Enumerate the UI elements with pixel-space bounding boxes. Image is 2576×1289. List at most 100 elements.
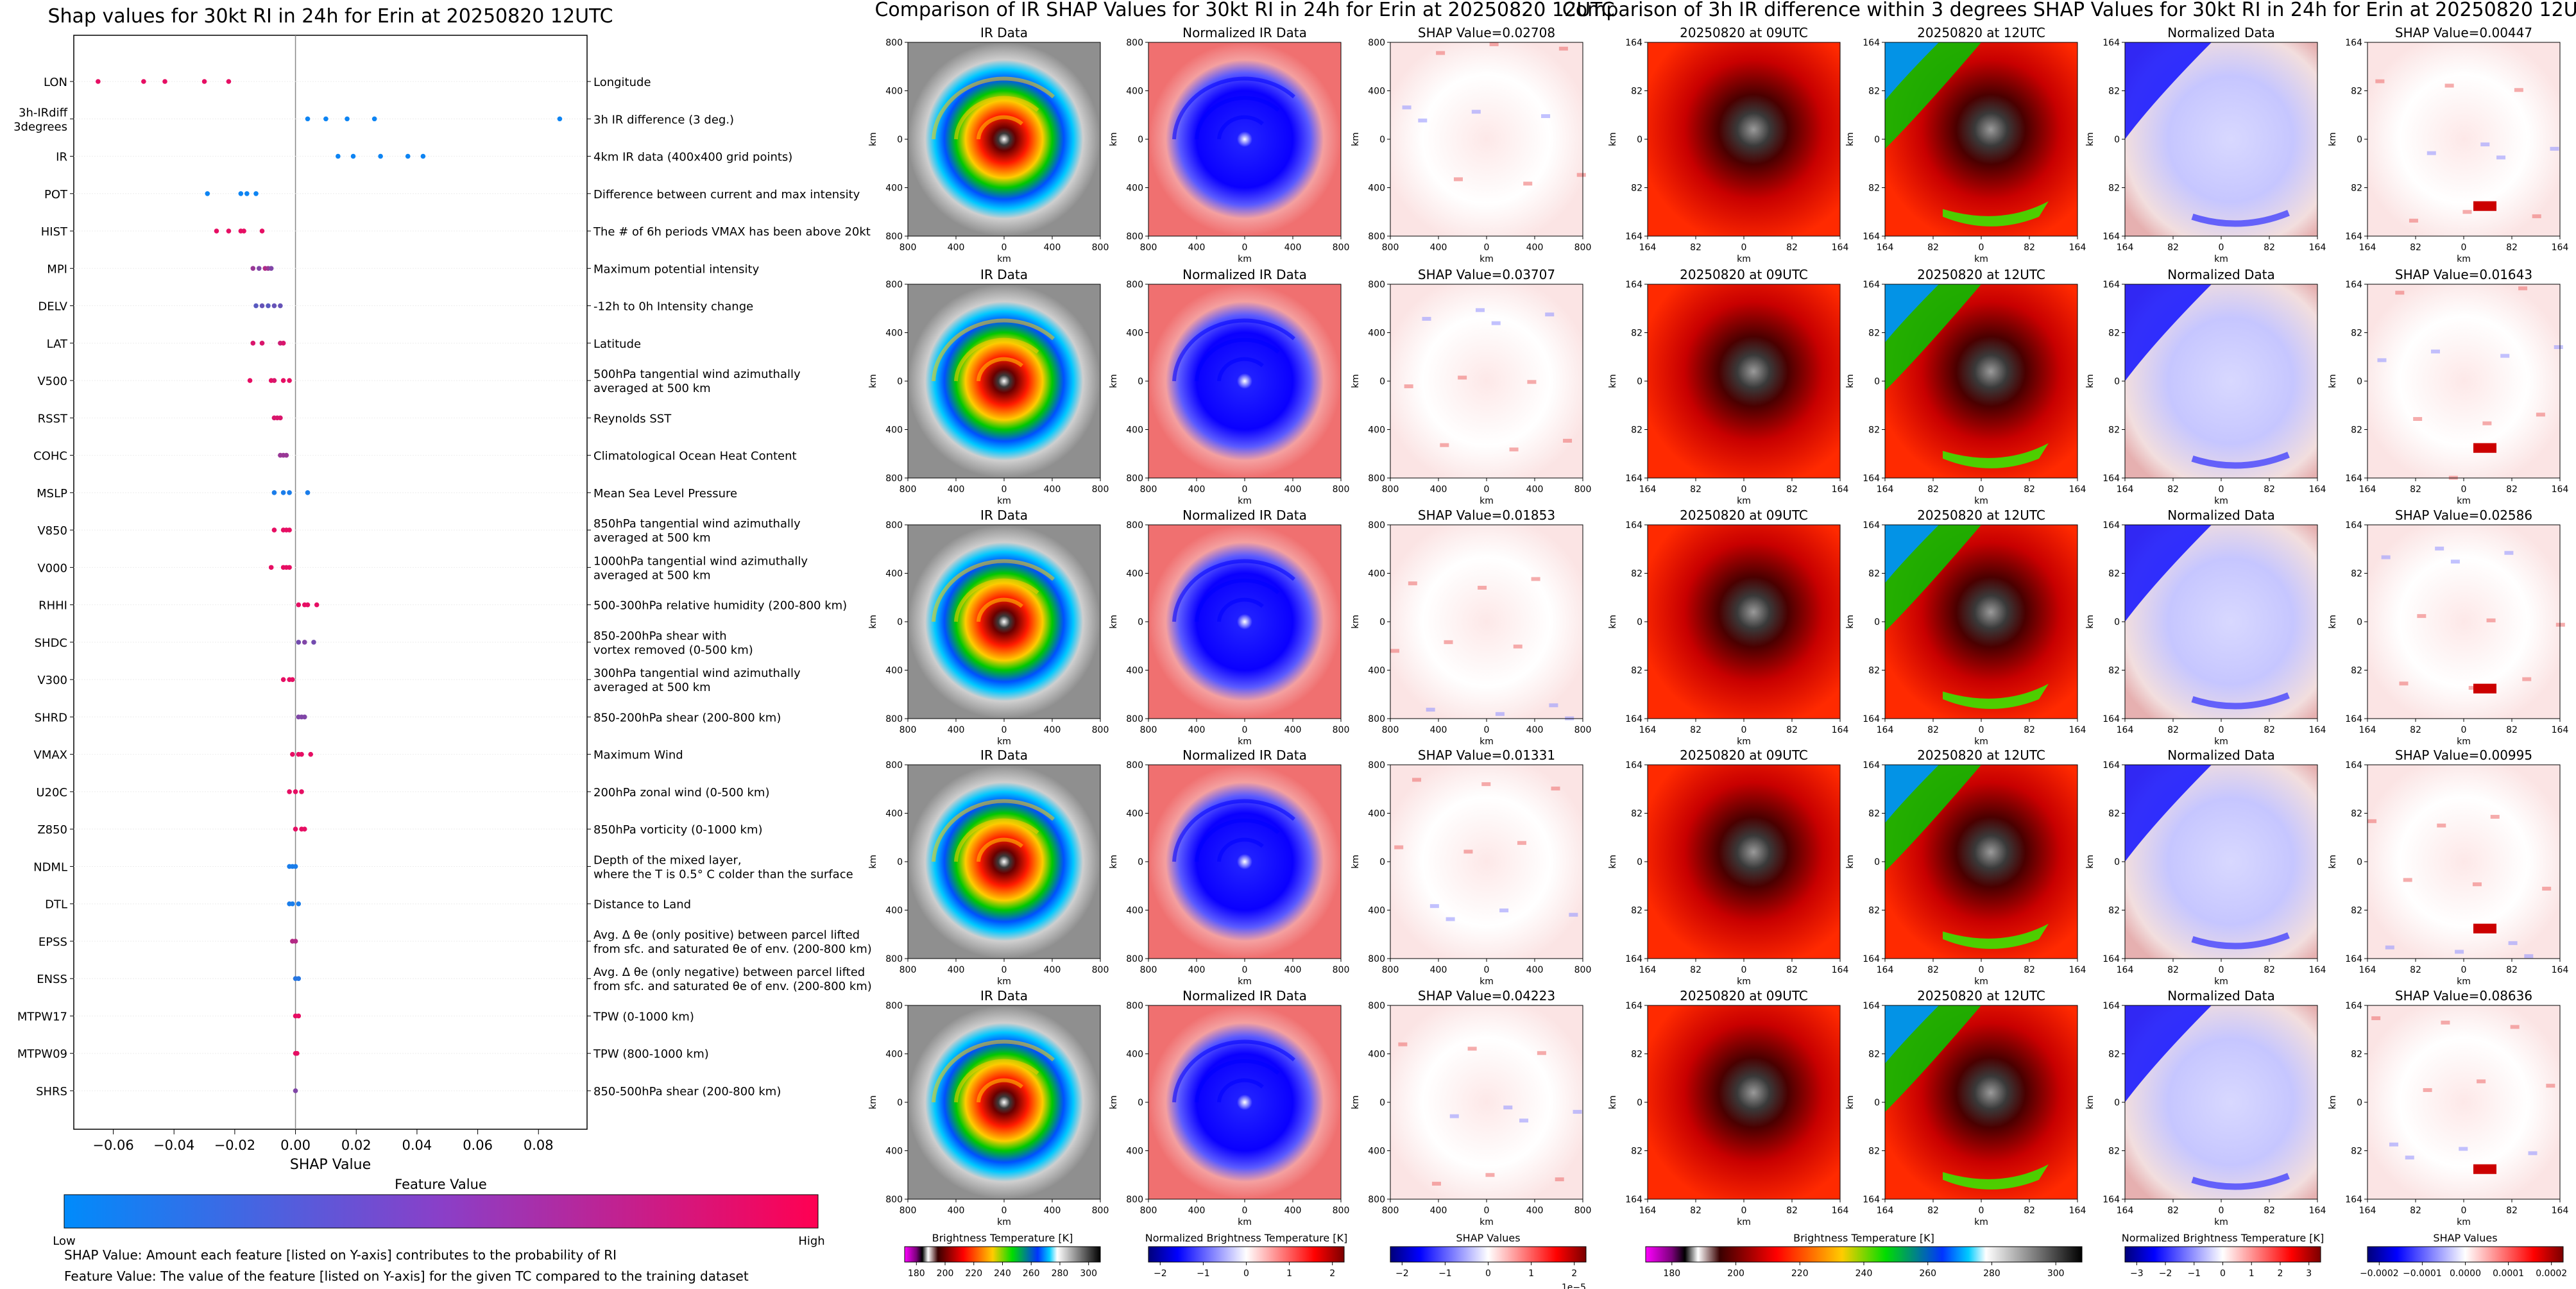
x-tick-label: 164 xyxy=(2359,965,2376,975)
feature-name-label: VMAX xyxy=(34,749,68,762)
panel-title: Normalized IR Data xyxy=(1182,25,1307,40)
y-axis-label: km xyxy=(1845,1095,1855,1109)
shap-point xyxy=(308,751,314,757)
shap-point xyxy=(266,303,271,309)
panel-title: SHAP Value=0.08636 xyxy=(2395,988,2532,1003)
y-tick-label: 82 xyxy=(2108,666,2120,676)
x-tick-label: 0 xyxy=(1002,725,1007,735)
y-tick-label: 164 xyxy=(2345,520,2362,531)
shap-speckle xyxy=(2555,622,2565,627)
feature-description-label: 500-300hPa relative humidity (200-800 km… xyxy=(593,599,847,613)
y-tick-label: 400 xyxy=(885,906,903,916)
y-axis-label: km xyxy=(2328,1095,2338,1109)
y-tick-label: 164 xyxy=(1625,38,1642,48)
colorbar-tick-label: 1 xyxy=(1286,1268,1292,1279)
x-tick-label: 82 xyxy=(2167,484,2179,495)
shap-speckle xyxy=(1444,640,1453,644)
feature-description-label: 200hPa zonal wind (0-500 km) xyxy=(593,786,770,799)
colorbar-tick-label: −3 xyxy=(2130,1268,2144,1279)
shap-hotspot xyxy=(2473,443,2496,453)
y-tick-label: 164 xyxy=(2345,474,2362,484)
y-tick-label: 800 xyxy=(885,520,903,531)
negative-band xyxy=(2191,932,2290,950)
feature-name-label: SHDC xyxy=(35,636,67,650)
negative-band xyxy=(2191,1173,2290,1190)
colorbar-tick-label: −1 xyxy=(2187,1268,2201,1279)
shap-point xyxy=(290,751,295,757)
y-tick-label: 164 xyxy=(1625,714,1642,724)
y-tick-label: 82 xyxy=(1631,329,1642,339)
colorbar-gradient xyxy=(904,1246,1101,1263)
shap-speckle xyxy=(1517,841,1526,845)
shap-speckle xyxy=(2514,88,2523,92)
colorbar-tick-label: 0.0000 xyxy=(2450,1268,2481,1279)
colorbar-tick-label: 2 xyxy=(1329,1268,1335,1279)
x-tick-label: 400 xyxy=(1430,965,1447,975)
shap-point xyxy=(287,565,292,570)
shap-point xyxy=(226,228,232,234)
x-tick-label: −0.04 xyxy=(153,1138,194,1153)
y-tick-label: 400 xyxy=(1126,1050,1143,1060)
shap-point xyxy=(284,452,289,458)
feature-name-label: RSST xyxy=(38,412,68,425)
panel-title: Normalized Data xyxy=(2167,988,2275,1003)
shap-plot-frame xyxy=(73,35,588,1130)
feature-description-label: from sfc. and saturated θe of env. (200-… xyxy=(593,943,872,956)
x-tick-label: 400 xyxy=(948,243,965,253)
feature-description-label: averaged at 500 km xyxy=(593,568,711,582)
y-tick-label: 800 xyxy=(885,1195,903,1205)
x-tick-label: 82 xyxy=(2167,1206,2179,1216)
x-tick-label: 0 xyxy=(1741,243,1747,253)
spiral-band xyxy=(1172,559,1295,622)
shap-speckle xyxy=(1573,1109,1582,1114)
x-tick-label: 400 xyxy=(948,725,965,735)
x-axis-label: km xyxy=(2457,254,2471,264)
x-tick-label: 164 xyxy=(2309,484,2326,495)
y-tick-label: 82 xyxy=(1868,569,1880,579)
feature-name-label: COHC xyxy=(33,450,67,463)
x-tick-label: 82 xyxy=(2264,484,2275,495)
y-tick-label: 400 xyxy=(1368,329,1385,339)
feature-description-label: Maximum potential intensity xyxy=(593,262,760,276)
y-tick-label: 164 xyxy=(1863,714,1880,724)
feature-description-label: averaged at 500 km xyxy=(593,531,711,545)
shap-point xyxy=(253,303,259,309)
spiral-band xyxy=(1195,818,1280,862)
spiral-band xyxy=(932,1039,1055,1103)
x-tick-label: 82 xyxy=(1927,484,1939,495)
feature-name-label: LAT xyxy=(47,337,68,351)
spiral-band xyxy=(1217,597,1264,622)
x-tick-label: 800 xyxy=(1092,243,1109,253)
x-tick-label: 82 xyxy=(2024,725,2035,735)
colorbar-label: SHAP Values xyxy=(1456,1232,1520,1244)
y-tick-label: 0 xyxy=(1379,1098,1385,1108)
y-tick-label: 82 xyxy=(1631,184,1642,194)
y-tick-label: 0 xyxy=(897,857,903,867)
x-axis-label: km xyxy=(1480,254,1494,264)
colorbar-tick-label: 260 xyxy=(1023,1268,1040,1279)
y-tick-label: 82 xyxy=(1631,425,1642,436)
x-axis-label: km xyxy=(1480,496,1494,506)
x-tick-label: 400 xyxy=(1430,725,1447,735)
x-axis-label: km xyxy=(2214,737,2228,747)
x-tick-label: −0.02 xyxy=(214,1138,255,1153)
x-tick-label: 0 xyxy=(2219,484,2224,495)
y-tick-label: 164 xyxy=(2103,714,2120,724)
y-tick-label: 164 xyxy=(1625,474,1642,484)
y-tick-label: 164 xyxy=(1625,954,1642,964)
shap-speckle xyxy=(1418,118,1428,123)
y-tick-label: 800 xyxy=(885,280,903,290)
y-tick-label: 82 xyxy=(1868,425,1880,436)
shap-hotspot xyxy=(2473,201,2496,211)
y-tick-label: 800 xyxy=(1368,714,1385,724)
x-axis-label: km xyxy=(1974,737,1988,747)
x-tick-label: 0 xyxy=(1741,965,1747,975)
heatmap-image xyxy=(1648,284,1840,478)
shap-point xyxy=(280,677,286,682)
y-tick-label: 0 xyxy=(1138,857,1143,867)
